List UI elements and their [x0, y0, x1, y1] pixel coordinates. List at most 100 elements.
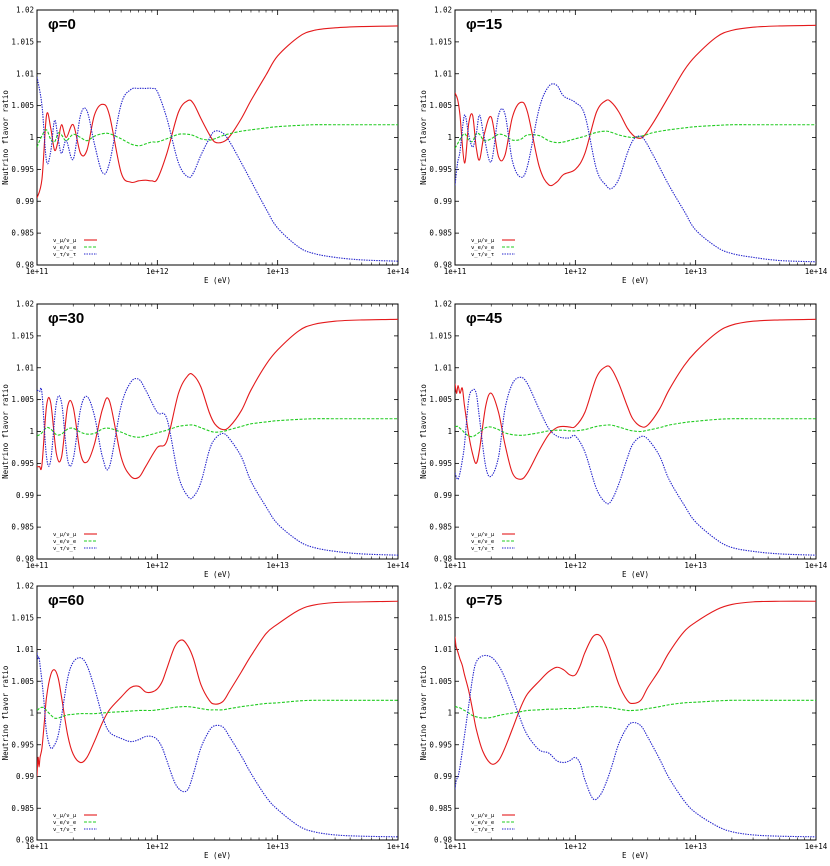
chart-panel: 0.98 0.985 0.99 0.995 1 1.005 1.01 1.015 1.02 1e+… — [1, 300, 410, 580]
y-tick-label: 0.985 — [429, 523, 452, 532]
x-tick-label: 1e+13 — [266, 267, 289, 276]
x-tick-label: 1e+13 — [684, 561, 707, 570]
y-axis-label: Neutrino flavor ratio — [1, 90, 10, 185]
y-tick-label: 0.985 — [11, 523, 34, 532]
x-tick-label: 1e+11 — [444, 561, 467, 570]
y-tick-label: 0.995 — [11, 165, 34, 174]
y-tick-label: 0.995 — [429, 459, 452, 468]
legend-label: ν_τ/ν_τ — [471, 252, 494, 258]
y-tick-label: 0.995 — [11, 459, 34, 468]
y-tick-label: 1.02 — [434, 6, 452, 15]
y-tick-label: 0.98 — [16, 555, 35, 564]
y-tick-label: 1.015 — [11, 331, 34, 340]
x-tick-label: 1e+13 — [684, 267, 707, 276]
x-tick-label: 1e+12 — [564, 842, 587, 851]
panel-title: φ=60 — [48, 592, 84, 609]
series-line — [455, 654, 816, 838]
series-line — [455, 699, 816, 719]
y-tick-label: 1.02 — [16, 582, 34, 591]
y-tick-label: 1 — [29, 427, 34, 436]
legend-label: ν_e/ν_e — [53, 539, 76, 545]
y-tick-label: 1.01 — [434, 645, 452, 654]
legend-label: ν_μ/ν_μ — [471, 238, 495, 244]
legend-label: ν_μ/ν_μ — [471, 532, 495, 538]
legend-label: ν_e/ν_e — [53, 245, 76, 251]
legend-label: ν_μ/ν_μ — [53, 532, 77, 538]
y-tick-label: 1.01 — [434, 69, 452, 78]
y-tick-label: 0.985 — [11, 804, 34, 813]
y-tick-label: 1.005 — [11, 677, 34, 686]
y-tick-label: 0.99 — [434, 491, 452, 500]
chart-panel: 0.98 0.985 0.99 0.995 1 1.005 1.01 1.015 1.02 1e+… — [419, 300, 828, 580]
y-tick-label: 1.015 — [11, 613, 34, 622]
series-line — [37, 124, 398, 148]
y-tick-label: 0.99 — [16, 491, 34, 500]
x-tick-label: 1e+14 — [805, 842, 828, 851]
legend-label: ν_τ/ν_τ — [53, 252, 76, 258]
x-tick-label: 1e+13 — [684, 842, 707, 851]
x-tick-label: 1e+14 — [387, 561, 410, 570]
y-tick-label: 1.01 — [16, 363, 34, 372]
x-tick-label: 1e+12 — [146, 561, 169, 570]
panel-title: φ=45 — [466, 310, 502, 327]
chart-panel: 0.98 0.985 0.99 0.995 1 1.005 1.01 1.015 1.02 1e+… — [1, 582, 410, 861]
series-line — [37, 318, 398, 480]
legend-label: ν_μ/ν_μ — [471, 813, 495, 819]
y-tick-label: 1 — [447, 709, 452, 718]
y-axis-label: Neutrino flavor ratio — [419, 665, 428, 760]
y-tick-label: 1.015 — [429, 331, 452, 340]
panel-title: φ=75 — [466, 592, 502, 609]
y-tick-label: 1.02 — [434, 300, 452, 309]
y-axis-label: Neutrino flavor ratio — [419, 384, 428, 479]
series-line — [455, 418, 816, 438]
legend-label: ν_e/ν_e — [53, 820, 76, 826]
y-tick-label: 1.005 — [429, 395, 452, 404]
legend-label: ν_τ/ν_τ — [53, 827, 76, 833]
y-tick-label: 1.01 — [434, 363, 452, 372]
y-tick-label: 1.02 — [16, 6, 34, 15]
y-tick-label: 0.98 — [434, 555, 453, 564]
plot-frame — [36, 585, 399, 841]
series-line — [455, 600, 816, 765]
y-axis-label: Neutrino flavor ratio — [1, 665, 10, 760]
y-tick-label: 0.985 — [11, 229, 34, 238]
series-line — [455, 83, 816, 263]
plot-frame — [454, 585, 817, 841]
x-axis-label: E (eV) — [622, 570, 649, 579]
legend-label: ν_e/ν_e — [471, 539, 494, 545]
x-tick-label: 1e+14 — [387, 842, 410, 851]
y-tick-label: 0.98 — [16, 836, 35, 845]
series-line — [37, 652, 398, 838]
x-axis-label: E (eV) — [204, 276, 231, 285]
legend-label: ν_τ/ν_τ — [53, 546, 76, 552]
panel-title: φ=15 — [466, 16, 502, 33]
x-tick-label: 1e+12 — [564, 267, 587, 276]
y-tick-label: 1.005 — [429, 677, 452, 686]
legend-label: ν_e/ν_e — [471, 245, 494, 251]
y-tick-label: 1 — [447, 133, 452, 142]
y-tick-label: 1.015 — [429, 37, 452, 46]
x-axis-label: E (eV) — [622, 851, 649, 860]
x-tick-label: 1e+11 — [444, 842, 467, 851]
x-tick-label: 1e+14 — [805, 267, 828, 276]
y-tick-label: 1.015 — [11, 37, 34, 46]
y-tick-label: 1.01 — [16, 69, 34, 78]
x-axis-label: E (eV) — [622, 276, 649, 285]
y-tick-label: 0.98 — [434, 836, 453, 845]
y-tick-label: 0.99 — [16, 772, 34, 781]
y-tick-label: 1.005 — [11, 395, 34, 404]
y-tick-label: 0.995 — [429, 740, 452, 749]
series-line — [455, 124, 816, 149]
legend-label: ν_τ/ν_τ — [471, 827, 494, 833]
chart-panel: 0.98 0.985 0.99 0.995 1 1.005 1.01 1.015 1.02 1e+… — [1, 6, 410, 286]
y-tick-label: 1 — [29, 133, 34, 142]
series-line — [455, 318, 816, 480]
y-tick-label: 1.015 — [429, 613, 452, 622]
legend-label: ν_e/ν_e — [471, 820, 494, 826]
y-tick-label: 0.98 — [16, 261, 35, 270]
x-tick-label: 1e+14 — [805, 561, 828, 570]
x-tick-label: 1e+11 — [26, 561, 49, 570]
series-line — [37, 377, 398, 556]
y-tick-label: 0.99 — [16, 197, 34, 206]
y-axis-label: Neutrino flavor ratio — [419, 90, 428, 185]
